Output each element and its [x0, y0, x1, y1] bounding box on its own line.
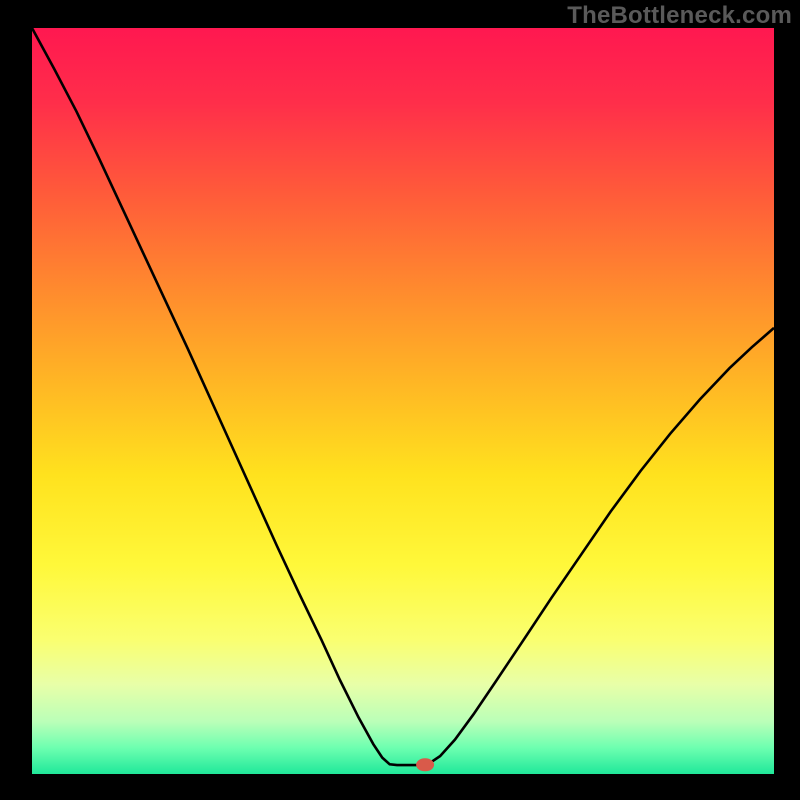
- plot-svg: [32, 28, 774, 774]
- watermark-text: TheBottleneck.com: [567, 2, 792, 30]
- gradient-background: [32, 28, 774, 774]
- plot-area: [32, 28, 774, 774]
- chart-frame: TheBottleneck.com: [0, 0, 800, 800]
